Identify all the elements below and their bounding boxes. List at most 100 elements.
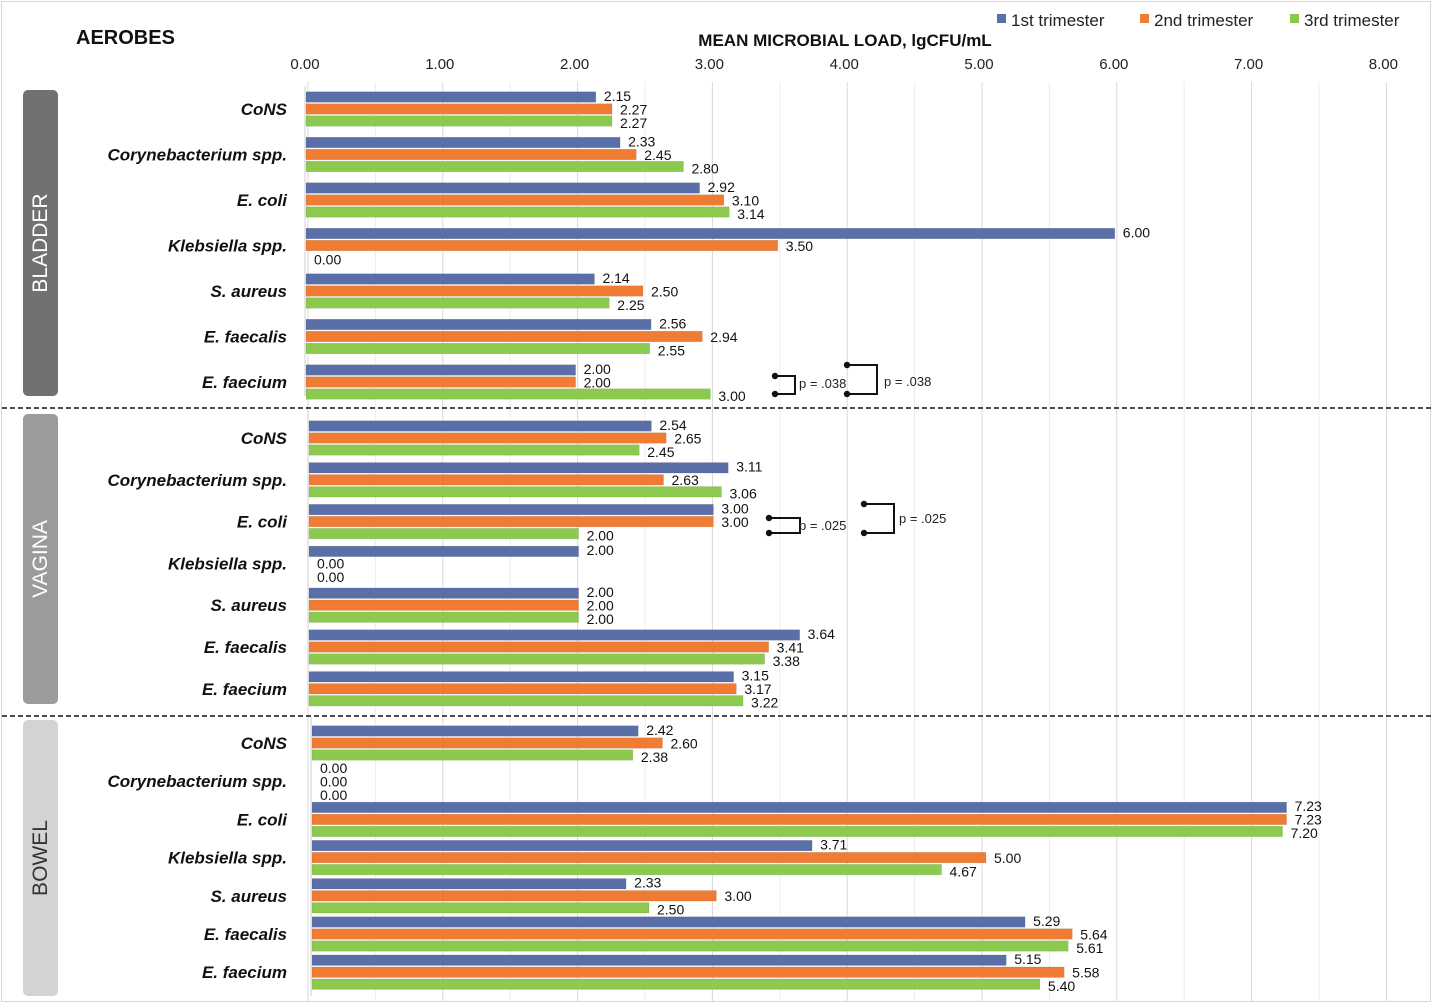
panel-label-box [23,90,58,396]
data-label: 2.00 [587,611,614,627]
data-label: 2.50 [657,902,684,918]
bar-1st-trimester [311,954,1007,966]
bar-2nd-trimester [311,928,1073,940]
data-label: 2.38 [641,749,668,765]
legend-label: 1st trimester [1011,11,1105,30]
category-group-cons: CoNS 2.422.602.38 [241,722,698,765]
panel-bowel: BOWEL CoNS 2.422.602.38 Corynebacterium spp… [23,716,1322,996]
category-group-e-faecalis: E. faecalis 5.29 5.645.61 [204,913,1108,956]
significance-bracket: p = .038 [843,361,931,398]
bracket-dot [771,390,779,398]
data-label: 0.00 [320,787,347,803]
category-label: CoNS [241,734,288,753]
data-label: 3.71 [820,836,847,852]
bar-1st-trimester [308,671,734,683]
data-label: 2.63 [672,472,699,488]
data-label: 3.00 [724,888,751,904]
x-tick-label: 3.00 [695,56,724,73]
bar-1st-trimester [311,725,639,737]
bar-3rd-trimester [311,978,1041,990]
data-label: 5.29 [1033,913,1060,929]
x-tick-label: 1.00 [425,56,454,73]
bar-3rd-trimester [308,444,640,456]
legend-item-3rd-trimester: 3rd trimester [1290,11,1400,30]
bar-1st-trimester [311,840,813,852]
bracket-dot [860,500,868,508]
data-label: 5.00 [994,850,1021,866]
data-label: 2.33 [628,133,655,149]
data-label: 3.00 [721,514,748,530]
bar-3rd-trimester [308,611,579,623]
bar-2nd-trimester [308,641,769,653]
data-label: 2.14 [602,270,629,286]
bracket-line [769,517,801,534]
data-label: 2.45 [644,147,671,163]
bar-3rd-trimester [305,115,613,127]
category-group-klebsiella-spp: Klebsiella spp. 2.00 0.000.00 [168,542,614,585]
bar-2nd-trimester [305,103,613,115]
x-tick-label: 8.00 [1369,56,1398,73]
legend-item-1st-trimester: 1st trimester [997,11,1105,30]
bar-1st-trimester [305,182,700,194]
bar-2nd-trimester [311,852,987,864]
category-label: E. faecalis [204,638,287,657]
data-label: 2.15 [604,88,631,104]
category-label: E. coli [237,191,288,210]
bar-2nd-trimester [305,148,637,161]
bracket-line [775,375,796,395]
category-group-e-faecium: E. faecium 5.15 5.585.40 [202,951,1100,994]
category-group-cons: CoNS 2.542.652.45 [241,417,702,460]
data-label: 7.23 [1295,798,1322,814]
category-label: E. faecium [202,680,287,699]
bar-1st-trimester [308,629,800,641]
data-label: 2.00 [587,597,614,613]
x-tick-label: 6.00 [1099,56,1128,73]
data-label: 2.25 [617,297,644,313]
bracket-dot [843,390,851,398]
bar-2nd-trimester [308,683,737,695]
data-label: 5.58 [1072,964,1099,980]
bar-2nd-trimester [308,474,664,486]
bar-3rd-trimester [308,486,722,498]
legend-label: 3rd trimester [1304,11,1400,30]
bar-3rd-trimester [311,940,1069,952]
bar-3rd-trimester [311,749,634,761]
significance-bracket: p = .025 [860,500,946,537]
bracket-line [847,364,878,395]
category-label: E. faecium [202,373,287,392]
x-tick-label: 5.00 [964,56,993,73]
bar-2nd-trimester [308,516,714,528]
data-label: 2.00 [587,584,614,600]
data-label: 2.65 [674,430,701,446]
bar-2nd-trimester [311,890,717,902]
category-group-e-faecalis: E. faecalis 2.56 2.94 2.55 [204,315,738,358]
data-label: 2.00 [587,527,614,543]
category-group-s-aureus: S. aureus 2.33 3.00 2.50 [210,875,751,918]
bar-1st-trimester [311,916,1026,928]
data-label: 2.80 [691,160,718,176]
data-label: 0.00 [320,760,347,776]
data-label: 3.38 [773,653,800,669]
panel-label-box [23,720,58,996]
x-tick-label: 7.00 [1234,56,1263,73]
p-value-label: p = .025 [899,511,946,526]
bar-2nd-trimester [305,194,725,206]
bar-2nd-trimester [311,813,1287,825]
category-group-corynebacterium-spp: Corynebacterium spp. 3.11 2.63 3.06 [108,459,763,502]
bar-2nd-trimester [308,432,667,444]
bar-3rd-trimester [305,160,684,173]
bar-3rd-trimester [305,297,610,309]
panel-label: BOWEL [29,820,52,896]
x-axis-title: MEAN MICROBIAL LOAD, lgCFU/mL [698,31,991,50]
category-label: E. coli [237,810,288,829]
p-value-label: p = .038 [884,374,931,389]
bar-1st-trimester [308,545,579,557]
legend-swatch [1140,14,1149,23]
bar-3rd-trimester [305,388,711,400]
bar-1st-trimester [305,227,1116,240]
data-label: 3.00 [718,388,745,404]
